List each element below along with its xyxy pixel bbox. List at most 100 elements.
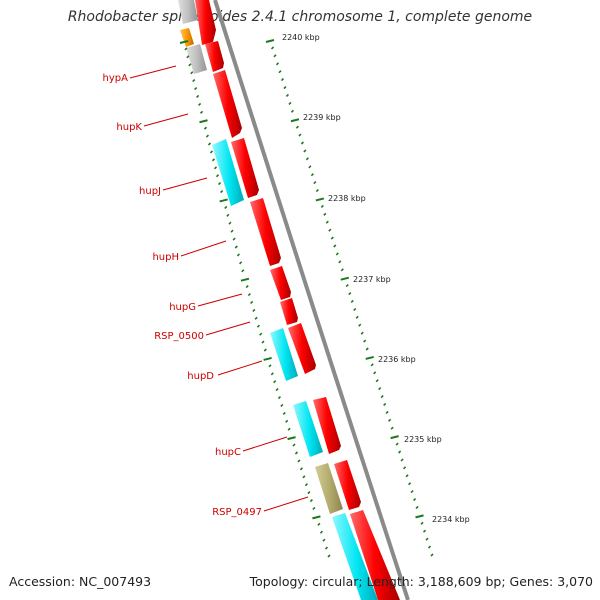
inner-minor-tick	[282, 411, 286, 415]
minor-scale-tick	[278, 70, 282, 74]
scale-tick-ring	[265, 39, 434, 557]
gene-label-line	[205, 321, 251, 336]
minor-scale-tick	[365, 347, 369, 351]
minor-scale-tick	[390, 426, 394, 430]
inner-minor-tick	[213, 166, 218, 170]
major-scale-tick	[390, 435, 399, 440]
reverse-feature-gray[interactable]	[186, 44, 207, 74]
minor-scale-tick	[415, 505, 419, 510]
inner-minor-tick	[232, 237, 236, 241]
minor-scale-tick	[325, 220, 329, 224]
minor-scale-tick	[315, 188, 319, 193]
inner-minor-tick	[188, 63, 192, 67]
inner-minor-tick	[236, 253, 241, 257]
forward-cds-feature[interactable]	[213, 70, 242, 138]
forward-cds-feature[interactable]	[280, 298, 298, 325]
inner-minor-tick	[196, 94, 200, 99]
major-scale-tick	[365, 355, 374, 360]
inner-minor-tick	[299, 467, 303, 471]
inner-minor-tick	[211, 158, 216, 162]
minor-scale-tick	[360, 331, 364, 335]
inner-minor-tick	[292, 443, 296, 447]
minor-scale-tick	[363, 339, 367, 343]
inner-minor-tick	[203, 126, 208, 130]
minor-scale-tick	[330, 236, 334, 240]
forward-cds-feature[interactable]	[205, 41, 224, 72]
minor-scale-tick	[348, 291, 352, 296]
gene-label-line	[180, 240, 227, 257]
minor-scale-tick	[300, 141, 304, 145]
gene-label[interactable]: RSP_0497	[212, 507, 262, 518]
minor-scale-tick	[288, 101, 292, 105]
scale-tick-label: 2240 kbp	[282, 33, 320, 42]
minor-scale-tick	[328, 228, 332, 232]
major-scale-tick	[415, 514, 424, 519]
scale-tick-label: 2234 kbp	[432, 515, 470, 524]
inner-minor-tick	[234, 245, 238, 249]
minor-scale-tick	[427, 545, 432, 549]
genome-summary: Topology: circular; Length: 3,188,609 bp…	[249, 574, 593, 589]
minor-scale-tick	[270, 46, 275, 50]
inner-minor-tick	[307, 491, 311, 495]
minor-scale-tick	[380, 394, 384, 399]
forward-cds-feature[interactable]	[231, 138, 259, 198]
scale-tick-label: 2239 kbp	[303, 113, 341, 122]
minor-scale-tick	[383, 402, 387, 407]
gene-label[interactable]: hypA	[103, 73, 129, 84]
reverse-feature-olive[interactable]	[315, 463, 343, 514]
scale-tick-label: 2236 kbp	[378, 355, 416, 364]
gene-label-line	[217, 360, 263, 376]
forward-cds-feature[interactable]	[313, 397, 341, 454]
inner-minor-tick	[259, 332, 263, 336]
minor-scale-tick	[410, 490, 414, 494]
gene-label[interactable]: hupK	[116, 122, 142, 133]
gene-label[interactable]: hupD	[187, 371, 214, 382]
reverse-feature-cyan[interactable]	[212, 139, 244, 206]
minor-scale-tick	[420, 521, 424, 525]
gene-label-line	[263, 496, 309, 512]
reverse-feature-orange[interactable]	[180, 28, 194, 47]
inner-minor-tick	[205, 134, 210, 138]
inner-minor-tick	[247, 292, 251, 297]
inner-major-tick	[179, 40, 189, 44]
inner-minor-tick	[194, 86, 198, 91]
inner-minor-tick	[277, 395, 282, 400]
inner-minor-tick	[317, 522, 321, 526]
inner-minor-tick	[245, 285, 249, 289]
minor-scale-tick	[340, 268, 344, 272]
gene-label[interactable]: hupJ	[139, 186, 161, 197]
reverse-feature-cyan[interactable]	[293, 401, 323, 457]
minor-scale-tick	[370, 363, 374, 367]
forward-cds-feature[interactable]	[270, 266, 291, 300]
gene-label-line	[143, 113, 189, 127]
forward-cds-feature[interactable]	[288, 323, 316, 374]
forward-cds-feature[interactable]	[350, 510, 400, 600]
gene-label[interactable]: hupH	[152, 252, 179, 263]
gene-label-line	[242, 436, 288, 452]
reverse-feature-gray[interactable]	[178, 0, 198, 24]
minor-scale-tick	[378, 387, 382, 391]
accession-label: Accession: NC_007493	[9, 574, 152, 589]
inner-tick-ring	[179, 40, 331, 558]
inner-major-tick	[199, 119, 208, 124]
minor-scale-tick	[333, 244, 337, 248]
minor-scale-tick	[398, 450, 402, 454]
gene-label[interactable]: hupG	[169, 302, 196, 313]
forward-cds-feature[interactable]	[334, 460, 361, 510]
gene-label[interactable]: hupC	[215, 447, 241, 458]
minor-scale-tick	[385, 410, 389, 414]
gene-label[interactable]: RSP_0500	[154, 331, 204, 342]
minor-scale-tick	[405, 474, 409, 478]
forward-cds-feature[interactable]	[250, 198, 281, 266]
minor-scale-tick	[310, 173, 314, 177]
forward-cds-feature[interactable]	[195, 0, 216, 45]
inner-minor-tick	[228, 221, 232, 225]
inner-minor-tick	[198, 102, 202, 106]
inner-minor-tick	[309, 498, 313, 503]
scale-tick-label: 2235 kbp	[404, 435, 442, 444]
reverse-feature-cyan[interactable]	[332, 513, 378, 600]
inner-minor-tick	[297, 459, 301, 463]
reverse-feature-cyan[interactable]	[270, 328, 298, 381]
